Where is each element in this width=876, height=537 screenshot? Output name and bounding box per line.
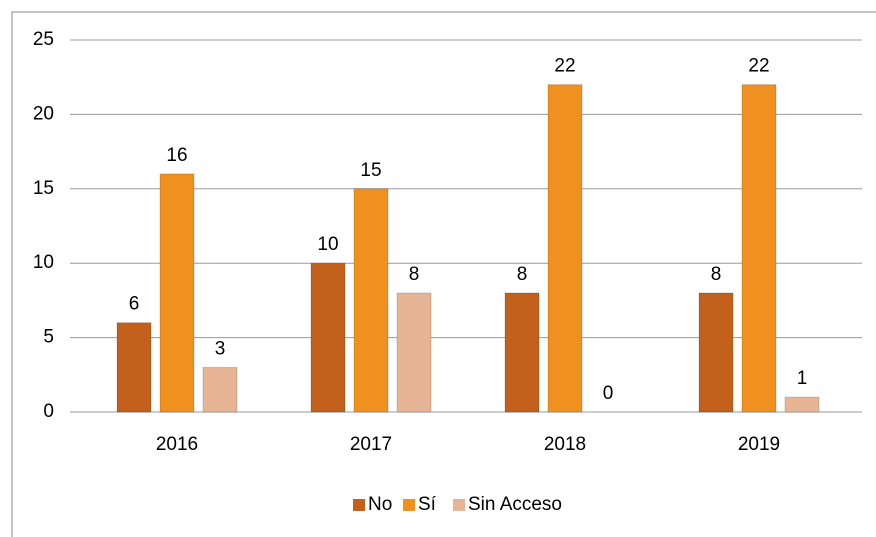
legend-swatch [453,499,465,511]
bar [353,188,389,413]
x-tick-label: 2018 [544,434,586,455]
legend-label: Sí [418,494,437,515]
bar [698,292,734,413]
data-label: 22 [554,56,575,77]
legend-swatch [403,499,415,511]
data-label: 22 [748,56,769,77]
data-label: 0 [603,383,614,404]
x-tick-label: 2016 [156,434,198,455]
bar [504,292,540,413]
data-label: 6 [129,294,140,315]
data-label: 3 [215,338,226,359]
data-label: 8 [517,264,528,285]
legend-label: No [368,494,392,515]
y-tick-label: 0 [43,401,54,422]
bar [741,84,777,413]
bar [310,262,346,413]
bar [116,322,152,413]
y-tick-label: 15 [33,178,54,199]
data-label: 8 [711,264,722,285]
chart-frame [11,11,876,537]
bar [159,173,195,413]
x-tick-label: 2019 [738,434,780,455]
data-label: 1 [797,368,808,389]
y-tick-label: 25 [33,29,54,50]
y-tick-label: 10 [33,252,54,273]
data-label: 10 [317,234,338,255]
y-tick-label: 20 [33,103,54,124]
bar [784,396,820,413]
data-label: 15 [360,160,381,181]
legend-swatch [353,499,365,511]
bar [396,292,432,413]
data-label: 8 [409,264,420,285]
bar [202,366,238,413]
bar [547,84,583,413]
x-tick-label: 2017 [350,434,392,455]
y-tick-label: 5 [43,327,54,348]
legend-label: Sin Acceso [468,494,562,515]
data-label: 16 [166,145,187,166]
